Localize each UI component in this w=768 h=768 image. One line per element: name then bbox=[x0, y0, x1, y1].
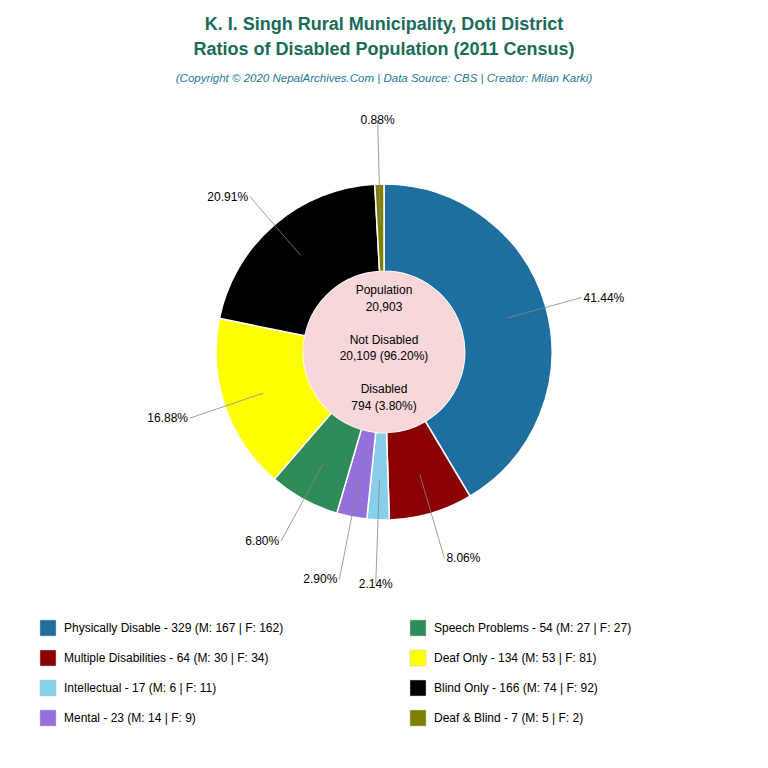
legend-swatch bbox=[40, 620, 56, 636]
leader-line bbox=[339, 477, 359, 579]
data-label: 41.44% bbox=[584, 291, 625, 305]
legend-swatch bbox=[40, 710, 56, 726]
legend-label: Blind Only - 166 (M: 74 | F: 92) bbox=[434, 681, 598, 695]
legend-swatch bbox=[410, 620, 426, 636]
legend-label: Deaf Only - 134 (M: 53 | F: 81) bbox=[434, 651, 597, 665]
data-label: 2.90% bbox=[303, 572, 337, 586]
legend-label: Speech Problems - 54 (M: 27 | F: 27) bbox=[434, 621, 631, 635]
center-text: Disabled bbox=[361, 382, 408, 396]
center-text: 20,109 (96.20%) bbox=[340, 349, 429, 363]
center-text: Not Disabled bbox=[350, 333, 419, 347]
legend-swatch bbox=[40, 650, 56, 666]
legend-label: Physically Disable - 329 (M: 167 | F: 16… bbox=[64, 621, 283, 635]
chart: K. I. Singh Rural Municipality, Doti Dis… bbox=[0, 0, 768, 768]
leader-line bbox=[281, 464, 323, 541]
subtitle: (Copyright © 2020 NepalArchives.Com | Da… bbox=[176, 72, 593, 84]
center-circle bbox=[303, 271, 464, 432]
legend-swatch bbox=[410, 710, 426, 726]
data-label: 16.88% bbox=[147, 411, 188, 425]
leader-line bbox=[376, 480, 380, 584]
legend: Physically Disable - 329 (M: 167 | F: 16… bbox=[40, 620, 631, 726]
data-label: 0.88% bbox=[361, 113, 395, 127]
leader-line bbox=[190, 393, 263, 418]
center-text: 20,903 bbox=[366, 300, 403, 314]
data-label: 8.06% bbox=[446, 551, 480, 565]
title-line: Ratios of Disabled Population (2011 Cens… bbox=[193, 39, 574, 59]
legend-swatch bbox=[410, 650, 426, 666]
legend-swatch bbox=[410, 680, 426, 696]
data-label: 20.91% bbox=[207, 190, 248, 204]
legend-swatch bbox=[40, 680, 56, 696]
leader-line bbox=[507, 298, 581, 319]
data-label: 2.14% bbox=[359, 577, 393, 591]
legend-label: Multiple Disabilities - 64 (M: 30 | F: 3… bbox=[64, 651, 269, 665]
legend-label: Mental - 23 (M: 14 | F: 9) bbox=[64, 711, 196, 725]
center-text: Population bbox=[356, 283, 413, 297]
leader-line bbox=[250, 197, 300, 255]
leader-line bbox=[420, 475, 445, 559]
data-label: 6.80% bbox=[245, 534, 279, 548]
title-line: K. I. Singh Rural Municipality, Doti Dis… bbox=[205, 14, 564, 34]
legend-label: Deaf & Blind - 7 (M: 5 | F: 2) bbox=[434, 711, 583, 725]
center-text: 794 (3.80%) bbox=[351, 399, 416, 413]
wedges bbox=[216, 184, 552, 520]
legend-label: Intellectual - 17 (M: 6 | F: 11) bbox=[64, 681, 216, 695]
title: K. I. Singh Rural Municipality, Doti Dis… bbox=[193, 14, 574, 59]
data-labels: 41.44% 8.06% 2.14% 2.90% 6.80% 16.88% 20.91% 0.… bbox=[147, 113, 624, 590]
leader-line bbox=[378, 120, 381, 224]
wedge bbox=[387, 421, 471, 520]
